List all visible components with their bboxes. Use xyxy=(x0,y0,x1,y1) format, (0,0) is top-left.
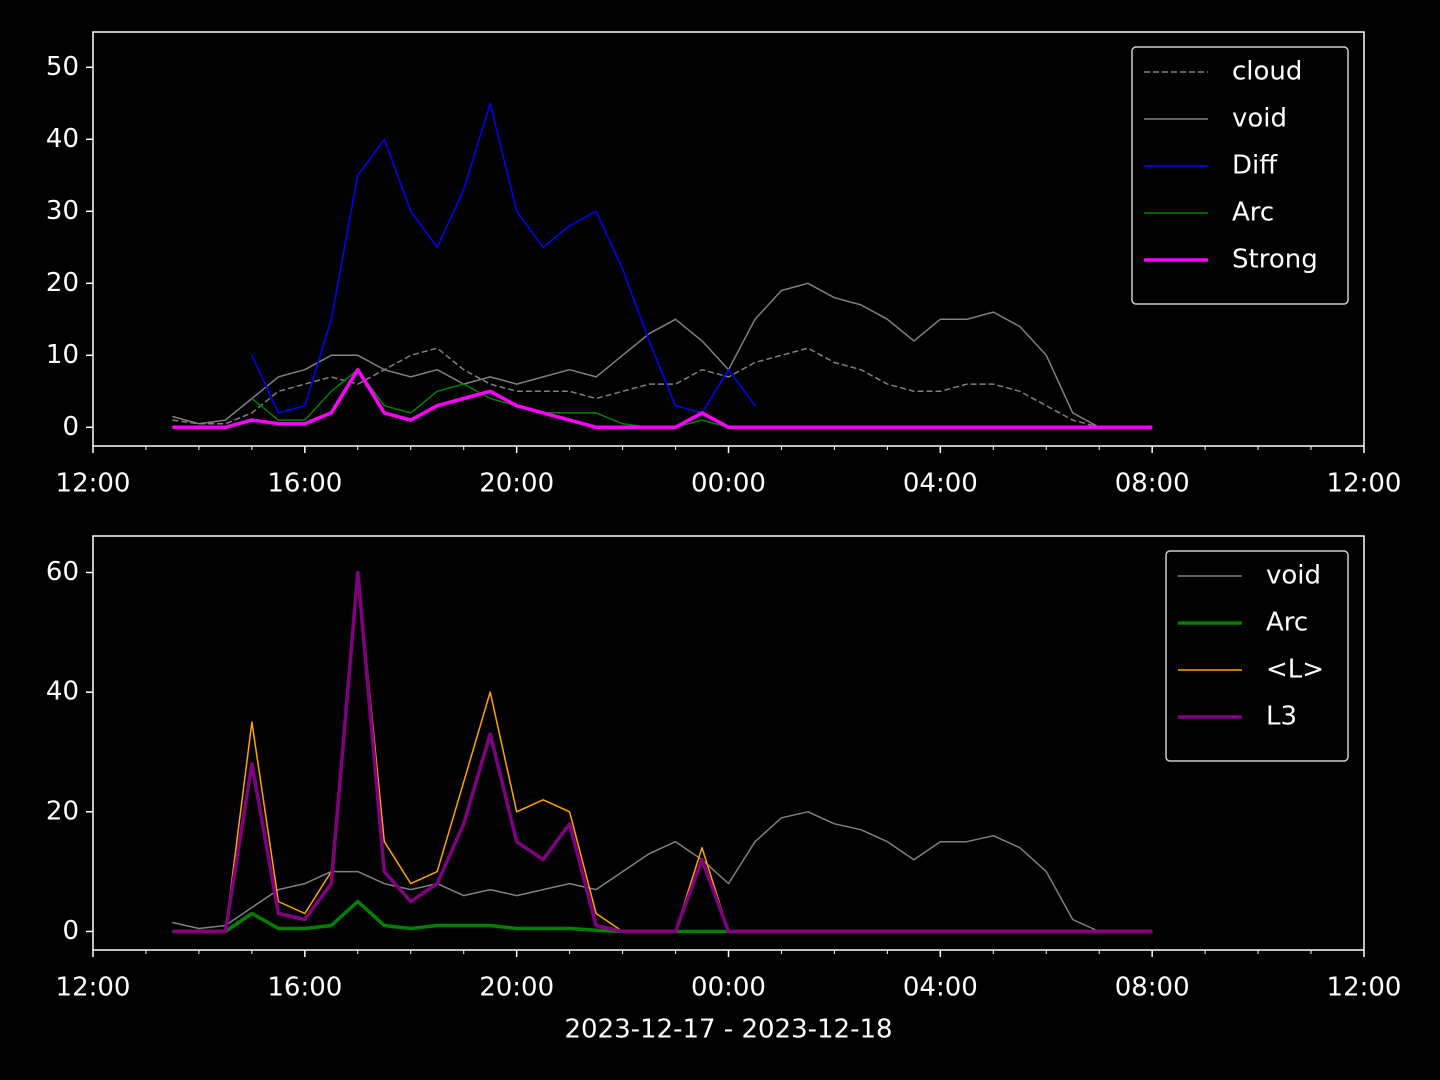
x-tick-label: 08:00 xyxy=(1115,469,1190,499)
legend-label: Arc xyxy=(1232,198,1274,228)
x-tick-label: 12:00 xyxy=(56,469,131,499)
y-tick-label: 60 xyxy=(46,557,79,587)
series-line xyxy=(172,811,1153,933)
series-line xyxy=(172,367,1153,430)
y-tick-label: 50 xyxy=(46,52,79,82)
y-tick-label: 40 xyxy=(46,677,79,707)
legend-label: Arc xyxy=(1266,608,1308,638)
x-tick-label: 04:00 xyxy=(903,469,978,499)
axes-frame xyxy=(92,31,1365,447)
y-tick-label: 0 xyxy=(62,916,79,946)
x-tick-label: 20:00 xyxy=(479,469,554,499)
legend-label: Strong xyxy=(1232,245,1318,275)
legend-label: cloud xyxy=(1232,57,1302,87)
series-line xyxy=(172,570,1153,934)
x-tick-label: 12:00 xyxy=(1327,469,1402,499)
legend-box xyxy=(1165,550,1349,762)
legend-label: L3 xyxy=(1266,702,1297,732)
x-tick-label: 16:00 xyxy=(267,973,342,1003)
y-tick-label: 10 xyxy=(46,340,79,370)
y-tick-label: 40 xyxy=(46,124,79,154)
x-tick-label: 04:00 xyxy=(903,973,978,1003)
x-tick-label: 00:00 xyxy=(691,469,766,499)
x-tick-label: 08:00 xyxy=(1115,973,1190,1003)
y-tick-label: 0 xyxy=(62,412,79,442)
legend-label: void xyxy=(1232,104,1287,134)
x-tick-label: 12:00 xyxy=(56,973,131,1003)
y-tick-label: 20 xyxy=(46,796,79,826)
legend-label: Diff xyxy=(1232,151,1278,181)
legend-label: <L> xyxy=(1266,655,1324,685)
y-tick-label: 20 xyxy=(46,268,79,298)
y-tick-label: 30 xyxy=(46,196,79,226)
x-tick-label: 00:00 xyxy=(691,973,766,1003)
x-tick-label: 12:00 xyxy=(1327,973,1402,1003)
series-line xyxy=(172,347,1153,429)
x-axis-label: 2023-12-17 - 2023-12-18 xyxy=(564,1015,892,1045)
legend-box xyxy=(1131,46,1349,305)
x-tick-label: 16:00 xyxy=(267,469,342,499)
series-line xyxy=(172,282,1153,429)
series-line xyxy=(251,102,756,414)
axes-frame xyxy=(92,535,1365,951)
x-tick-label: 20:00 xyxy=(479,973,554,1003)
legend-label: void xyxy=(1266,561,1321,591)
